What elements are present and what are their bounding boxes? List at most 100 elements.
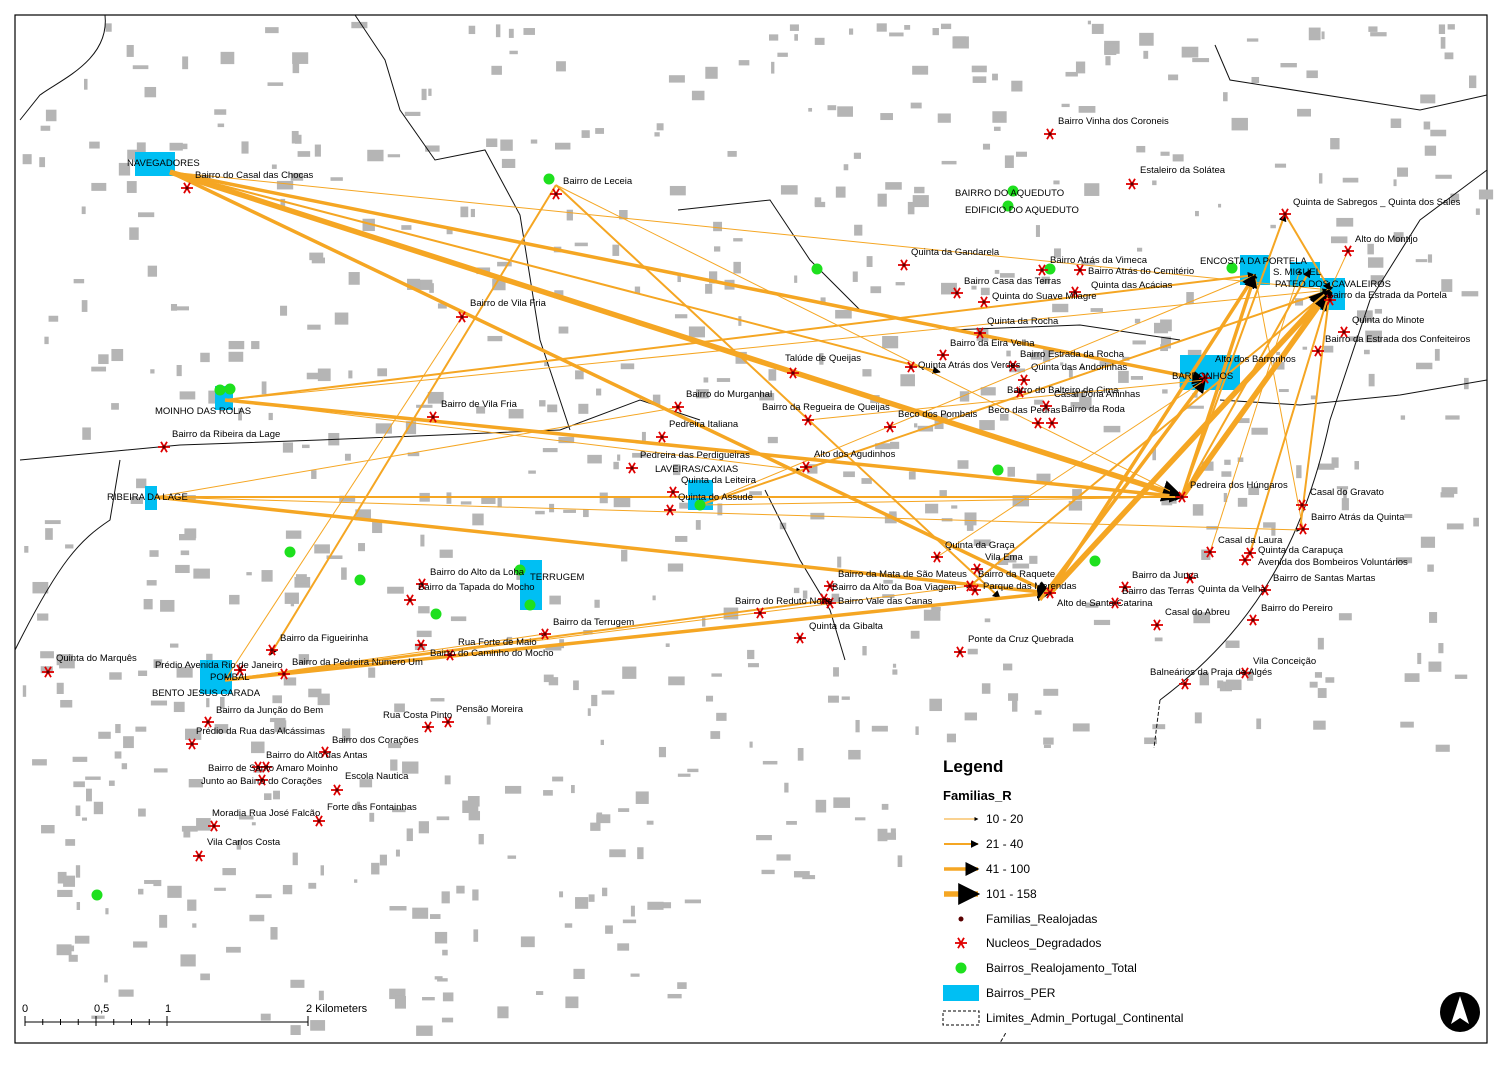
degradado-star <box>1151 619 1163 631</box>
building <box>196 818 211 831</box>
building <box>675 535 688 542</box>
building <box>187 899 197 911</box>
degradado-star <box>1018 374 1030 386</box>
building <box>251 822 256 826</box>
degradado-star <box>1184 572 1196 584</box>
building <box>971 65 987 73</box>
building <box>910 630 920 639</box>
building <box>369 812 375 822</box>
building <box>153 768 168 773</box>
degradado-label: Talúde de Queijas <box>785 353 861 364</box>
star-center <box>206 720 210 724</box>
star-center <box>282 672 286 676</box>
building <box>138 808 146 817</box>
building <box>1397 167 1409 177</box>
star-center <box>630 466 634 470</box>
building <box>495 24 501 38</box>
building <box>688 326 706 338</box>
building <box>749 491 762 496</box>
building <box>784 782 789 793</box>
building <box>520 936 535 948</box>
building <box>439 549 453 558</box>
building <box>992 73 998 81</box>
realojamento-dot <box>354 574 366 586</box>
star-center <box>543 632 547 636</box>
building <box>619 209 628 220</box>
building <box>135 726 147 732</box>
building <box>596 814 611 824</box>
building <box>434 931 448 944</box>
building <box>1132 340 1146 345</box>
building <box>890 441 900 449</box>
building <box>1323 345 1334 353</box>
building <box>1367 257 1384 268</box>
degradado-label: Bairro do Balteiro de Cima <box>1007 385 1119 396</box>
building <box>491 65 502 75</box>
building <box>153 659 163 669</box>
building <box>282 442 294 453</box>
degradado-star <box>1342 245 1354 257</box>
frame <box>14 14 1488 1044</box>
degradado-star <box>672 401 684 413</box>
building <box>285 530 302 539</box>
building <box>814 201 826 208</box>
building <box>427 391 444 404</box>
building <box>126 181 137 193</box>
degradado-label: Bairro da Junça <box>1132 570 1199 581</box>
building <box>375 423 392 434</box>
building <box>136 142 146 154</box>
degradado-label: Quinta do Assude <box>678 492 753 503</box>
building <box>320 865 325 876</box>
building <box>558 326 569 334</box>
building <box>1221 471 1232 477</box>
building <box>837 106 853 117</box>
building <box>564 923 573 928</box>
building <box>915 726 919 735</box>
building <box>897 855 903 868</box>
building <box>1441 279 1453 292</box>
nucleos-degradados <box>42 128 1354 862</box>
star-center <box>554 192 558 196</box>
star-center <box>1251 618 1255 622</box>
building <box>559 891 564 898</box>
degradado-star <box>905 361 917 373</box>
building <box>200 352 210 363</box>
building <box>486 716 491 725</box>
building <box>1365 330 1382 343</box>
realojamento-dot <box>91 889 103 901</box>
degradado-star <box>1044 587 1056 599</box>
building <box>1225 640 1240 648</box>
building <box>179 391 196 400</box>
degradado-label: Bairro da Mata de São Mateus <box>838 569 967 580</box>
building <box>617 943 630 951</box>
building <box>91 1015 105 1019</box>
building <box>268 412 273 421</box>
building <box>270 927 278 940</box>
building <box>881 803 889 810</box>
building <box>853 152 861 159</box>
building <box>590 822 601 831</box>
building <box>387 586 404 594</box>
degradado-label: Pensão Moreira <box>456 704 524 715</box>
building <box>1136 145 1146 153</box>
legend: Legend Familias_R 10 - 20 21 - 40 41 - 100… <box>930 748 1230 1033</box>
building <box>802 590 808 599</box>
building <box>1193 612 1211 624</box>
building <box>786 820 797 825</box>
building <box>1370 275 1384 285</box>
building <box>658 746 667 758</box>
building <box>1194 712 1202 724</box>
realojamento-dot <box>514 564 526 576</box>
building <box>673 464 681 476</box>
degradado-star <box>415 639 427 651</box>
building <box>1306 70 1318 79</box>
degradado-star <box>266 644 278 656</box>
building <box>441 1017 454 1023</box>
flow <box>1249 289 1332 554</box>
star-center <box>975 567 979 571</box>
building <box>667 993 682 999</box>
building <box>114 751 122 759</box>
building <box>637 847 644 860</box>
building <box>1118 370 1129 383</box>
